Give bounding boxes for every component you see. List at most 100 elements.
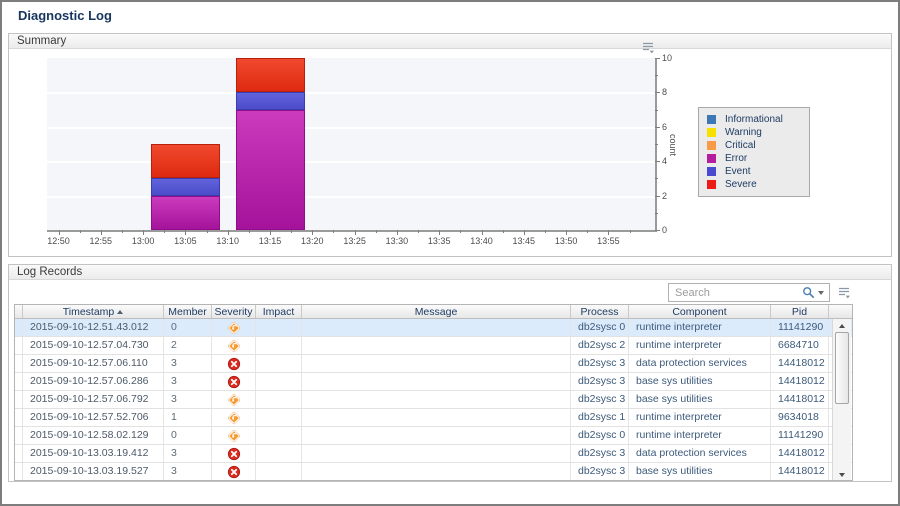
- cell-member[interactable]: 3: [164, 355, 212, 372]
- column-header-timestamp[interactable]: Timestamp: [23, 305, 164, 318]
- cell-timestamp[interactable]: 2015-09-10-12.58.02.129: [23, 427, 164, 444]
- cell-member[interactable]: 2: [164, 337, 212, 354]
- cell-message[interactable]: [302, 319, 571, 336]
- legend-item-error: Error: [707, 152, 809, 165]
- cell-component[interactable]: base sys utilities: [629, 463, 771, 480]
- cell-component[interactable]: data protection services: [629, 355, 771, 372]
- cell-severity[interactable]: [212, 337, 256, 354]
- cell-process[interactable]: db2sysc 3: [571, 355, 629, 372]
- x-axis-label: 13:00: [131, 236, 155, 246]
- cell-timestamp[interactable]: 2015-09-10-12.57.06.110: [23, 355, 164, 372]
- cell-message[interactable]: [302, 391, 571, 408]
- scroll-down-button[interactable]: [833, 468, 851, 480]
- column-header-process[interactable]: Process: [571, 305, 629, 318]
- table-row[interactable]: 2015-09-10-12.57.06.110 3 db2sysc 3 data pr…: [15, 355, 852, 373]
- table-row[interactable]: 2015-09-10-12.57.52.706 1 db2sysc 1 runtime…: [15, 409, 852, 427]
- table-row[interactable]: 2015-09-10-12.57.04.730 2 db2sysc 2 runtime…: [15, 337, 852, 355]
- table-row[interactable]: 2015-09-10-12.51.43.012 0 db2sysc 0 runtime…: [15, 319, 852, 337]
- cell-message[interactable]: [302, 463, 571, 480]
- cell-component[interactable]: data protection services: [629, 445, 771, 462]
- column-header-member[interactable]: Member: [164, 305, 212, 318]
- search-options-caret-icon[interactable]: [818, 290, 824, 295]
- chart-options-icon[interactable]: [641, 41, 657, 54]
- cell-process[interactable]: db2sysc 3: [571, 463, 629, 480]
- cell-severity[interactable]: [212, 373, 256, 390]
- column-header-pid[interactable]: Pid: [771, 305, 829, 318]
- cell-message[interactable]: [302, 337, 571, 354]
- scroll-thumb[interactable]: [835, 332, 849, 404]
- cell-member[interactable]: 3: [164, 445, 212, 462]
- cell-timestamp[interactable]: 2015-09-10-12.51.43.012: [23, 319, 164, 336]
- cell-impact[interactable]: [256, 409, 302, 426]
- cell-pid[interactable]: 14418012: [771, 373, 829, 390]
- column-header-severity[interactable]: Severity: [212, 305, 256, 318]
- cell-severity[interactable]: [212, 391, 256, 408]
- cell-impact[interactable]: [256, 427, 302, 444]
- cell-timestamp[interactable]: 2015-09-10-12.57.06.286: [23, 373, 164, 390]
- cell-pid[interactable]: 6684710: [771, 337, 829, 354]
- column-header-impact[interactable]: Impact: [256, 305, 302, 318]
- table-row[interactable]: 2015-09-10-12.57.06.286 3 db2sysc 3 base sy…: [15, 373, 852, 391]
- cell-member[interactable]: 3: [164, 373, 212, 390]
- cell-component[interactable]: runtime interpreter: [629, 319, 771, 336]
- cell-process[interactable]: db2sysc 3: [571, 373, 629, 390]
- cell-member[interactable]: 3: [164, 463, 212, 480]
- cell-pid[interactable]: 14418012: [771, 463, 829, 480]
- cell-process[interactable]: db2sysc 1: [571, 409, 629, 426]
- table-row[interactable]: 2015-09-10-13.03.19.412 3 db2sysc 3 data pr…: [15, 445, 852, 463]
- table-row[interactable]: 2015-09-10-12.58.02.129 0 db2sysc 0 runtime…: [15, 427, 852, 445]
- cell-process[interactable]: db2sysc 3: [571, 445, 629, 462]
- cell-message[interactable]: [302, 355, 571, 372]
- y-axis-tick: [655, 126, 660, 128]
- column-header-message[interactable]: Message: [302, 305, 571, 318]
- search-input[interactable]: [669, 286, 802, 299]
- cell-member[interactable]: 3: [164, 391, 212, 408]
- cell-process[interactable]: db2sysc 2: [571, 337, 629, 354]
- cell-impact[interactable]: [256, 373, 302, 390]
- cell-severity[interactable]: [212, 427, 256, 444]
- cell-impact[interactable]: [256, 391, 302, 408]
- cell-member[interactable]: 0: [164, 319, 212, 336]
- cell-component[interactable]: runtime interpreter: [629, 337, 771, 354]
- cell-process[interactable]: db2sysc 0: [571, 427, 629, 444]
- cell-member[interactable]: 0: [164, 427, 212, 444]
- cell-timestamp[interactable]: 2015-09-10-13.03.19.527: [23, 463, 164, 480]
- cell-severity[interactable]: [212, 409, 256, 426]
- column-header-component[interactable]: Component: [629, 305, 771, 318]
- cell-component[interactable]: runtime interpreter: [629, 409, 771, 426]
- cell-pid[interactable]: 11141290: [771, 319, 829, 336]
- cell-impact[interactable]: [256, 319, 302, 336]
- cell-impact[interactable]: [256, 337, 302, 354]
- table-row[interactable]: 2015-09-10-12.57.06.792 3 db2sysc 3 base sy…: [15, 391, 852, 409]
- cell-process[interactable]: db2sysc 0: [571, 319, 629, 336]
- cell-pid[interactable]: 11141290: [771, 427, 829, 444]
- cell-severity[interactable]: [212, 445, 256, 462]
- cell-pid[interactable]: 14418012: [771, 445, 829, 462]
- cell-impact[interactable]: [256, 463, 302, 480]
- cell-message[interactable]: [302, 445, 571, 462]
- vertical-scrollbar[interactable]: [832, 319, 851, 480]
- scroll-up-button[interactable]: [833, 319, 851, 332]
- cell-impact[interactable]: [256, 355, 302, 372]
- grid-options-icon[interactable]: [837, 286, 853, 299]
- cell-severity[interactable]: [212, 355, 256, 372]
- cell-timestamp[interactable]: 2015-09-10-12.57.06.792: [23, 391, 164, 408]
- cell-severity[interactable]: [212, 463, 256, 480]
- cell-severity[interactable]: [212, 319, 256, 336]
- cell-pid[interactable]: 14418012: [771, 391, 829, 408]
- cell-timestamp[interactable]: 2015-09-10-12.57.04.730: [23, 337, 164, 354]
- cell-pid[interactable]: 9634018: [771, 409, 829, 426]
- cell-process[interactable]: db2sysc 3: [571, 391, 629, 408]
- cell-timestamp[interactable]: 2015-09-10-13.03.19.412: [23, 445, 164, 462]
- cell-message[interactable]: [302, 409, 571, 426]
- table-row[interactable]: 2015-09-10-13.03.19.527 3 db2sysc 3 base sy…: [15, 463, 852, 480]
- cell-message[interactable]: [302, 373, 571, 390]
- cell-component[interactable]: runtime interpreter: [629, 427, 771, 444]
- cell-impact[interactable]: [256, 445, 302, 462]
- cell-member[interactable]: 1: [164, 409, 212, 426]
- cell-pid[interactable]: 14418012: [771, 355, 829, 372]
- cell-message[interactable]: [302, 427, 571, 444]
- cell-timestamp[interactable]: 2015-09-10-12.57.52.706: [23, 409, 164, 426]
- cell-component[interactable]: base sys utilities: [629, 373, 771, 390]
- cell-component[interactable]: base sys utilities: [629, 391, 771, 408]
